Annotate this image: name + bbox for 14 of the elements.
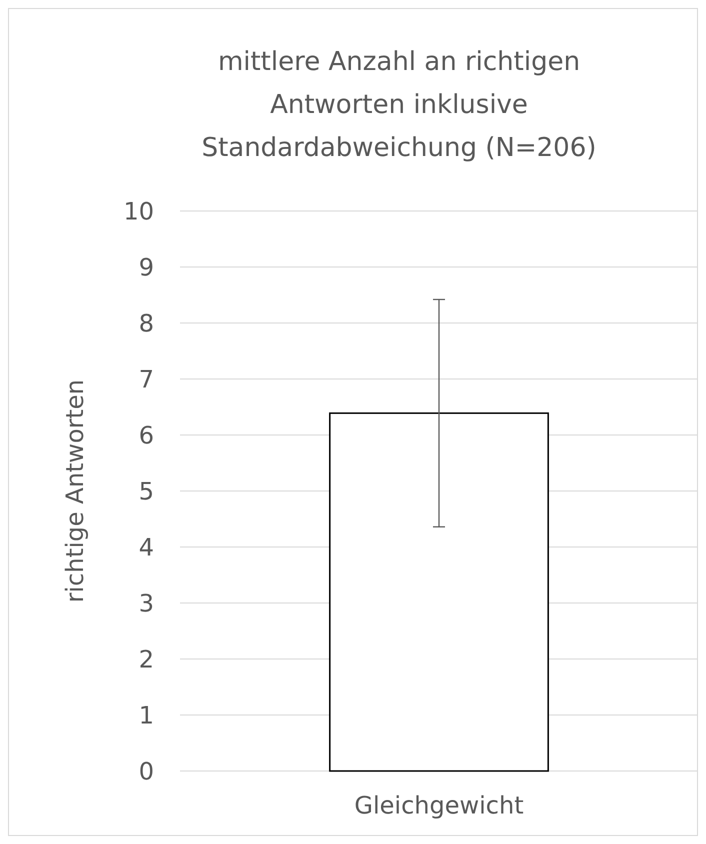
y-tick-label: 3 bbox=[138, 589, 154, 618]
chart-title: mittlere Anzahl an richtigen Antworten inklusive Standardabweichung (N=206) bbox=[202, 47, 596, 163]
y-tick-label: 2 bbox=[138, 645, 154, 674]
y-tick-label: 0 bbox=[138, 757, 154, 786]
y-axis-title: richtige Antworten bbox=[61, 379, 89, 603]
y-tick-label: 6 bbox=[138, 421, 154, 450]
y-tick-label: 4 bbox=[138, 533, 154, 562]
y-tick-label: 10 bbox=[123, 197, 154, 226]
y-tick-label: 5 bbox=[138, 477, 154, 506]
x-tick-label: Gleichgewicht bbox=[354, 791, 524, 820]
y-tick-label: 1 bbox=[138, 701, 154, 730]
y-tick-label: 9 bbox=[138, 253, 154, 282]
y-tick-label: 7 bbox=[138, 365, 154, 394]
y-tick-label: 8 bbox=[138, 309, 154, 338]
